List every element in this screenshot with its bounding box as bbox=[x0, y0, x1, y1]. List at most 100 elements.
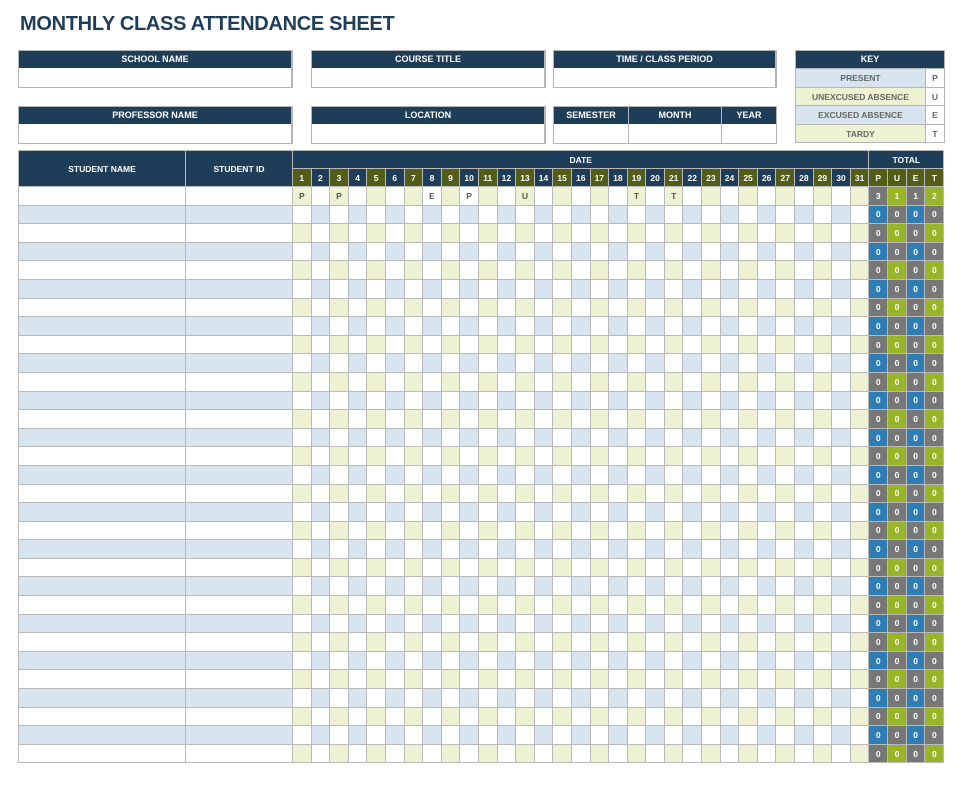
attendance-cell[interactable] bbox=[701, 241, 721, 262]
attendance-cell[interactable] bbox=[626, 539, 647, 559]
attendance-cell[interactable] bbox=[459, 390, 479, 411]
attendance-cell[interactable] bbox=[831, 316, 851, 336]
attendance-cell[interactable] bbox=[552, 650, 572, 671]
attendance-cell[interactable] bbox=[756, 278, 777, 299]
attendance-cell[interactable] bbox=[459, 576, 479, 597]
attendance-cell[interactable] bbox=[738, 464, 758, 485]
attendance-cell[interactable] bbox=[329, 520, 349, 541]
attendance-cell[interactable] bbox=[422, 557, 442, 578]
attendance-cell[interactable] bbox=[515, 743, 535, 764]
attendance-cell[interactable] bbox=[589, 669, 610, 690]
student-id-cell[interactable] bbox=[185, 260, 293, 280]
attendance-cell[interactable] bbox=[608, 241, 628, 262]
attendance-cell[interactable] bbox=[477, 316, 498, 336]
attendance-cell[interactable] bbox=[440, 650, 461, 671]
attendance-cell[interactable] bbox=[794, 353, 814, 373]
attendance-cell[interactable] bbox=[756, 725, 777, 745]
student-id-cell[interactable] bbox=[185, 613, 293, 634]
attendance-cell[interactable] bbox=[626, 557, 647, 578]
attendance-cell[interactable] bbox=[515, 241, 535, 262]
attendance-cell[interactable] bbox=[422, 613, 442, 634]
attendance-cell[interactable] bbox=[366, 483, 386, 504]
attendance-cell[interactable] bbox=[329, 260, 349, 280]
attendance-cell[interactable] bbox=[608, 669, 628, 690]
attendance-cell[interactable] bbox=[496, 334, 517, 355]
attendance-cell[interactable] bbox=[459, 297, 479, 318]
attendance-cell[interactable] bbox=[292, 297, 312, 318]
attendance-cell[interactable] bbox=[682, 706, 703, 727]
attendance-cell[interactable] bbox=[663, 632, 684, 652]
attendance-cell[interactable] bbox=[329, 297, 349, 318]
attendance-cell[interactable] bbox=[775, 334, 796, 355]
attendance-cell[interactable] bbox=[645, 706, 665, 727]
attendance-cell[interactable] bbox=[366, 502, 386, 522]
attendance-cell[interactable] bbox=[552, 632, 572, 652]
attendance-cell[interactable] bbox=[701, 204, 721, 225]
attendance-cell[interactable] bbox=[459, 464, 479, 485]
attendance-cell[interactable] bbox=[292, 409, 312, 429]
attendance-cell[interactable] bbox=[440, 427, 461, 448]
attendance-cell[interactable] bbox=[663, 520, 684, 541]
attendance-cell[interactable] bbox=[384, 223, 405, 243]
attendance-cell[interactable] bbox=[533, 427, 554, 448]
attendance-cell[interactable] bbox=[775, 725, 796, 745]
attendance-cell[interactable] bbox=[496, 595, 517, 615]
attendance-cell[interactable] bbox=[292, 502, 312, 522]
attendance-cell[interactable] bbox=[738, 595, 758, 615]
attendance-cell[interactable] bbox=[775, 390, 796, 411]
attendance-cell[interactable] bbox=[775, 409, 796, 429]
attendance-cell[interactable] bbox=[310, 446, 331, 466]
attendance-cell[interactable] bbox=[496, 520, 517, 541]
attendance-cell[interactable] bbox=[812, 669, 833, 690]
attendance-cell[interactable] bbox=[477, 520, 498, 541]
attendance-cell[interactable] bbox=[366, 688, 386, 708]
attendance-cell[interactable] bbox=[831, 446, 851, 466]
attendance-cell[interactable] bbox=[403, 595, 424, 615]
attendance-cell[interactable] bbox=[292, 464, 312, 485]
attendance-cell[interactable] bbox=[701, 371, 721, 392]
attendance-cell[interactable] bbox=[552, 725, 572, 745]
attendance-cell[interactable] bbox=[292, 334, 312, 355]
attendance-cell[interactable] bbox=[645, 371, 665, 392]
attendance-cell[interactable] bbox=[347, 223, 368, 243]
attendance-cell[interactable] bbox=[422, 595, 442, 615]
attendance-cell[interactable] bbox=[440, 464, 461, 485]
attendance-cell[interactable] bbox=[477, 743, 498, 764]
attendance-cell[interactable] bbox=[496, 204, 517, 225]
attendance-cell[interactable] bbox=[849, 371, 870, 392]
student-id-cell[interactable] bbox=[185, 241, 293, 262]
attendance-cell[interactable] bbox=[645, 353, 665, 373]
attendance-cell[interactable] bbox=[403, 390, 424, 411]
attendance-cell[interactable] bbox=[533, 353, 554, 373]
attendance-cell[interactable] bbox=[515, 520, 535, 541]
attendance-cell[interactable] bbox=[719, 316, 740, 336]
attendance-cell[interactable] bbox=[310, 483, 331, 504]
attendance-cell[interactable] bbox=[831, 390, 851, 411]
attendance-cell[interactable] bbox=[756, 446, 777, 466]
attendance-cell[interactable] bbox=[329, 650, 349, 671]
attendance-cell[interactable] bbox=[663, 613, 684, 634]
attendance-cell[interactable] bbox=[738, 186, 758, 206]
attendance-cell[interactable] bbox=[589, 632, 610, 652]
attendance-cell[interactable] bbox=[589, 557, 610, 578]
attendance-cell[interactable] bbox=[589, 595, 610, 615]
attendance-cell[interactable] bbox=[849, 353, 870, 373]
attendance-cell[interactable] bbox=[663, 427, 684, 448]
attendance-cell[interactable] bbox=[775, 316, 796, 336]
attendance-cell[interactable] bbox=[831, 595, 851, 615]
attendance-cell[interactable] bbox=[738, 743, 758, 764]
attendance-cell[interactable] bbox=[403, 446, 424, 466]
attendance-cell[interactable] bbox=[831, 464, 851, 485]
student-name-cell[interactable] bbox=[18, 427, 186, 448]
attendance-cell[interactable] bbox=[384, 204, 405, 225]
attendance-cell[interactable] bbox=[645, 743, 665, 764]
attendance-cell[interactable] bbox=[794, 613, 814, 634]
attendance-cell[interactable] bbox=[366, 446, 386, 466]
attendance-cell[interactable] bbox=[738, 297, 758, 318]
attendance-cell[interactable] bbox=[849, 409, 870, 429]
attendance-cell[interactable] bbox=[849, 502, 870, 522]
attendance-cell[interactable] bbox=[403, 260, 424, 280]
attendance-cell[interactable] bbox=[831, 539, 851, 559]
attendance-cell[interactable] bbox=[496, 427, 517, 448]
attendance-cell[interactable] bbox=[384, 297, 405, 318]
